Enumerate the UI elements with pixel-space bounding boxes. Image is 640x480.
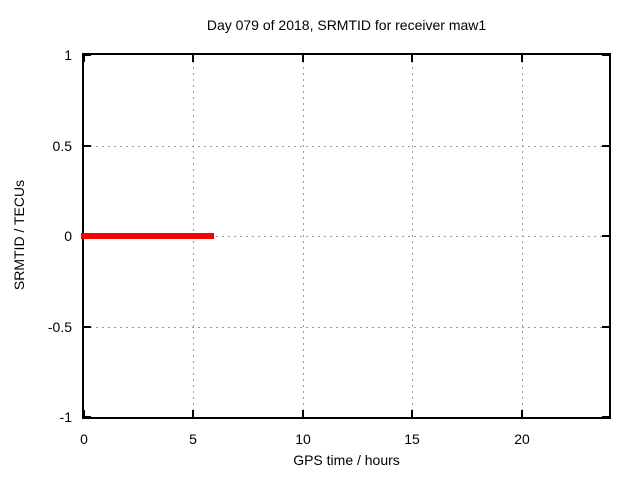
y-tick-left	[84, 54, 91, 56]
x-tick-label: 15	[404, 431, 420, 447]
data-series-line	[81, 233, 214, 239]
chart-title: Day 079 of 2018, SRMTID for receiver maw…	[206, 17, 487, 33]
x-tick-bottom	[83, 410, 85, 417]
x-tick-top	[192, 55, 194, 62]
y-tick-left	[84, 416, 91, 418]
y-tick-left	[84, 145, 91, 147]
y-tick-label: -1	[59, 409, 72, 425]
y-tick-right	[602, 416, 609, 418]
x-tick-bottom	[302, 410, 304, 417]
x-axis-label: GPS time / hours	[293, 452, 400, 468]
y-tick-right	[602, 145, 609, 147]
plot-area: 0 5 10 15 20 -1 -0.5 0 0.5 1	[48, 47, 611, 447]
horizontal-gridline	[84, 236, 609, 237]
x-tick-top	[302, 55, 304, 62]
x-tick-bottom	[411, 410, 413, 417]
y-tick-left	[84, 326, 91, 328]
y-tick-label: -0.5	[47, 319, 72, 335]
x-tick-label: 0	[80, 431, 88, 447]
horizontal-gridline	[84, 146, 609, 147]
x-tick-bottom	[192, 410, 194, 417]
y-tick-label: 1	[64, 47, 72, 63]
x-tick-label: 10	[295, 431, 311, 447]
y-tick-right	[602, 235, 609, 237]
x-tick-top	[521, 55, 523, 62]
x-tick-bottom	[521, 410, 523, 417]
y-tick-label: 0.5	[52, 138, 72, 154]
x-tick-label: 20	[514, 431, 530, 447]
x-tick-label: 5	[189, 431, 197, 447]
y-tick-right	[602, 326, 609, 328]
horizontal-gridline	[84, 327, 609, 328]
y-tick-label: 0	[64, 228, 72, 244]
x-tick-top	[411, 55, 413, 62]
x-tick-top	[83, 55, 85, 62]
y-tick-right	[602, 54, 609, 56]
